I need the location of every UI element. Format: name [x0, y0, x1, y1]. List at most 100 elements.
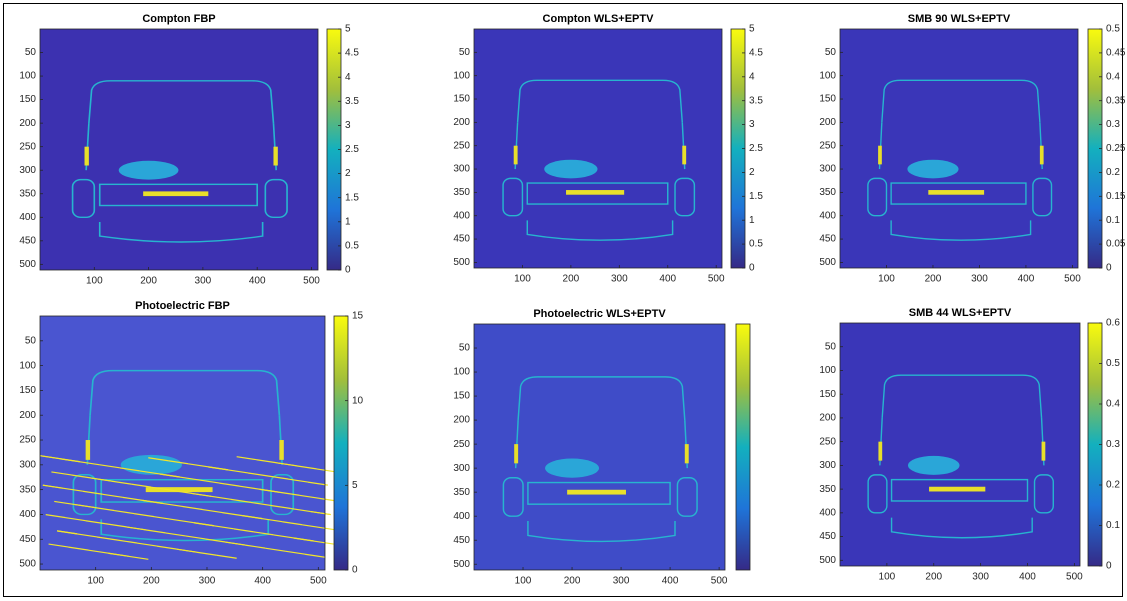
- y-tick-label: 250: [19, 435, 36, 446]
- colorbar-tick-label: 3: [345, 120, 351, 131]
- colorbar-tick-label: 0.35: [1106, 95, 1126, 106]
- panel-title: Compton FBP: [142, 13, 215, 25]
- x-tick-label: 500: [310, 576, 327, 587]
- x-tick-label: 200: [564, 576, 581, 587]
- colorbar-tick-label: 0.25: [1106, 143, 1126, 154]
- x-tick-label: 400: [659, 274, 676, 285]
- y-tick-label: 150: [453, 94, 470, 105]
- colorbar-tick-label: 5: [352, 480, 358, 491]
- x-tick-label: 500: [708, 274, 725, 285]
- colorbar-tick-label: 3.5: [749, 95, 763, 106]
- x-tick-label: 100: [879, 572, 896, 583]
- y-tick-label: 150: [453, 391, 470, 402]
- colorbar-tick-label: 15: [352, 311, 364, 322]
- x-tick-label: 400: [249, 276, 266, 287]
- x-tick-label: 100: [878, 274, 895, 285]
- x-tick-label: 500: [1064, 274, 1081, 285]
- x-tick-label: 300: [613, 576, 630, 587]
- colorbar-tick-label: 1.5: [749, 191, 763, 202]
- y-tick-label: 350: [819, 187, 836, 198]
- colorbar-tick-label: 0.1: [1106, 520, 1120, 531]
- y-tick-label: 150: [19, 94, 36, 105]
- y-tick-label: 100: [453, 70, 470, 81]
- y-tick-label: 500: [819, 555, 836, 566]
- y-tick-label: 400: [453, 210, 470, 221]
- colorbar-tick-label: 0.4: [1106, 399, 1120, 410]
- x-tick-label: 300: [611, 274, 628, 285]
- y-tick-label: 300: [819, 164, 836, 175]
- x-tick-label: 100: [87, 576, 104, 587]
- colorbar-tick-label: 1: [345, 216, 351, 227]
- y-tick-label: 500: [19, 559, 36, 570]
- y-tick-label: 100: [819, 365, 836, 376]
- colorbar-tick-label: 0.3: [1106, 119, 1120, 130]
- y-tick-label: 500: [19, 259, 36, 270]
- colorbar-tick-label: 3: [749, 119, 755, 130]
- x-tick-label: 200: [925, 274, 942, 285]
- x-tick-label: 200: [143, 576, 160, 587]
- panel-title: SMB 44 WLS+EPTV: [909, 307, 1012, 319]
- colorbar-tick-label: 0.5: [345, 241, 359, 252]
- colorbar-tick-label: 4: [345, 72, 351, 83]
- y-tick-label: 50: [459, 47, 471, 58]
- x-tick-label: 500: [1066, 572, 1083, 583]
- x-tick-label: 200: [563, 274, 580, 285]
- x-tick-label: 300: [199, 576, 216, 587]
- colorbar-tick-label: 0.05: [1106, 239, 1126, 250]
- y-tick-label: 500: [819, 257, 836, 268]
- colorbar-tick-label: 2: [345, 168, 351, 179]
- y-tick-label: 400: [819, 210, 836, 221]
- colorbar-tick-label: 0.45: [1106, 48, 1126, 59]
- y-tick-label: 200: [453, 117, 470, 128]
- y-tick-label: 100: [19, 71, 36, 82]
- y-tick-label: 100: [453, 367, 470, 378]
- y-tick-label: 300: [19, 459, 36, 470]
- colorbar: [334, 316, 348, 570]
- colorbar-tick-label: 4.5: [749, 48, 763, 59]
- colorbar-tick-label: 0.1: [1106, 215, 1120, 226]
- colorbar: [736, 324, 750, 570]
- y-tick-label: 150: [19, 385, 36, 396]
- colorbar-tick-label: 0: [1106, 561, 1112, 572]
- y-tick-label: 400: [19, 212, 36, 223]
- y-tick-label: 200: [453, 415, 470, 426]
- colorbar-tick-label: 0.2: [1106, 167, 1120, 178]
- y-tick-label: 350: [453, 187, 470, 198]
- y-tick-label: 100: [819, 70, 836, 81]
- colorbar-tick-label: 0.2: [1106, 480, 1120, 491]
- colorbar-tick-label: 0: [1106, 263, 1112, 274]
- colorbar-tick-label: 1: [749, 215, 755, 226]
- colorbar-tick-label: 2: [749, 167, 755, 178]
- colorbar-tick-label: 2.5: [749, 143, 763, 154]
- colorbar-tick-label: 0.15: [1106, 191, 1126, 202]
- colorbar-tick-label: 0.5: [749, 239, 763, 250]
- x-tick-label: 200: [140, 276, 157, 287]
- y-tick-label: 150: [819, 389, 836, 400]
- colorbar-tick-label: 5: [345, 24, 351, 35]
- x-tick-label: 400: [662, 576, 679, 587]
- x-tick-label: 400: [1019, 572, 1036, 583]
- panel-title: SMB 90 WLS+EPTV: [908, 13, 1011, 25]
- colorbar-tick-label: 0.3: [1106, 439, 1120, 450]
- colorbar-tick-label: 3.5: [345, 96, 359, 107]
- colorbar-tick-label: 0: [749, 263, 755, 274]
- y-tick-label: 500: [453, 257, 470, 268]
- colorbar-tick-label: 1.5: [345, 192, 359, 203]
- x-tick-label: 300: [195, 276, 212, 287]
- y-tick-label: 50: [459, 343, 471, 354]
- y-tick-label: 450: [453, 535, 470, 546]
- panel-title: Photoelectric FBP: [135, 300, 230, 312]
- y-tick-label: 150: [819, 94, 836, 105]
- x-tick-label: 500: [711, 576, 728, 587]
- y-tick-label: 450: [819, 234, 836, 245]
- colorbar-tick-label: 5: [749, 24, 755, 35]
- y-tick-label: 300: [453, 164, 470, 175]
- y-tick-label: 50: [25, 335, 37, 346]
- y-tick-label: 450: [819, 531, 836, 542]
- y-tick-label: 250: [453, 140, 470, 151]
- y-tick-label: 350: [19, 188, 36, 199]
- y-tick-label: 350: [453, 487, 470, 498]
- y-tick-label: 350: [19, 484, 36, 495]
- y-tick-label: 50: [825, 47, 837, 58]
- colorbar-tick-label: 4: [749, 71, 755, 82]
